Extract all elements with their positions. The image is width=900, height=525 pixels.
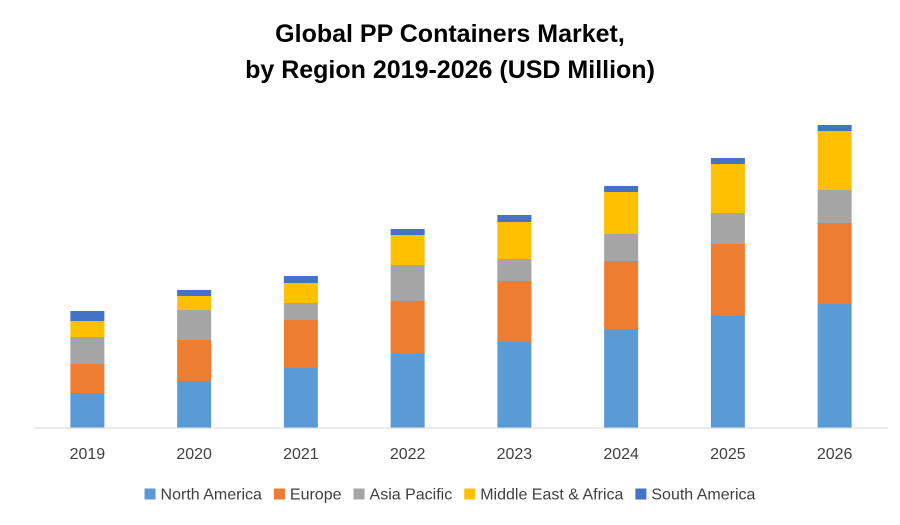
legend-swatch-middle-east-and-africa [464,488,476,500]
bar-2026-middle-east-and-africa [817,131,852,190]
x-tick-label-2019: 2019 [70,446,106,463]
bar-2020-north-america [177,381,212,428]
legend-swatch-asia-pacific [353,488,365,500]
legend-item-asia-pacific: Asia Pacific [353,487,453,504]
bar-2019-south-america [70,311,105,321]
bar-2020-south-america [177,290,212,296]
legend-item-south-america: South America [635,487,756,504]
bar-2023-middle-east-and-africa [497,222,532,259]
bar-2019-north-america [70,393,105,428]
bar-2024-asia-pacific [604,234,639,261]
legend: North America Europe Asia Pacific Middle Ea… [144,487,756,504]
x-tick-label-2026: 2026 [817,446,853,463]
x-tick-label-2023: 2023 [497,446,533,463]
bar-2022-north-america [390,354,425,428]
bars-layer [70,125,852,428]
bar-2023-asia-pacific [497,259,532,281]
bar-2022-middle-east-and-africa [390,235,425,265]
legend-label-south-america: South America [651,487,755,504]
bar-2019-asia-pacific [70,337,105,364]
bar-2019-middle-east-and-africa [70,321,105,337]
bar-2024-europe [604,261,639,329]
bar-2023-north-america [497,342,532,428]
legend-item-europe: Europe [273,487,342,504]
bar-2023-south-america [497,215,532,222]
bar-2021-north-america [283,368,318,428]
bar-2026-europe [817,223,852,304]
x-tick-label-2025: 2025 [710,446,746,463]
bar-2022-south-america [390,229,425,235]
bar-2025-south-america [710,158,745,164]
bar-2024-middle-east-and-africa [604,192,639,234]
bar-2021-middle-east-and-africa [283,283,318,303]
legend-swatch-south-america [635,488,647,500]
bar-2019-europe [70,364,105,393]
bar-2022-europe [390,301,425,354]
x-tick-label-2020: 2020 [176,446,212,463]
x-tick-label-2024: 2024 [603,446,639,463]
x-tick-labels: 2019 2020 2021 2022 2023 2024 2025 2026 [70,446,853,463]
bar-2026-asia-pacific [817,190,852,223]
bar-2024-south-america [604,186,639,192]
legend-swatch-europe [273,488,285,500]
chart-title-line-1: Global PP Containers Market, [275,20,625,48]
bar-2025-north-america [710,316,745,428]
legend-label-asia-pacific: Asia Pacific [370,487,453,504]
bar-2026-north-america [817,304,852,428]
x-tick-label-2021: 2021 [283,446,319,463]
bar-2021-europe [283,320,318,368]
legend-item-middle-east-and-africa: Middle East & Africa [464,487,623,504]
legend-label-europe: Europe [290,487,342,504]
bar-2025-asia-pacific [710,213,745,244]
chart-title-line-2: by Region 2019-2026 (USD Million) [245,56,655,84]
bar-2022-asia-pacific [390,265,425,301]
bar-2020-asia-pacific [177,310,212,340]
bar-2020-middle-east-and-africa [177,296,212,310]
bar-2025-middle-east-and-africa [710,164,745,213]
bar-2023-europe [497,281,532,342]
x-tick-label-2022: 2022 [390,446,426,463]
bar-2024-north-america [604,329,639,428]
legend-swatch-north-america [144,488,156,500]
legend-label-middle-east-and-africa: Middle East & Africa [480,487,623,504]
legend-item-north-america: North America [144,487,262,504]
bar-2026-south-america [817,125,852,131]
bar-2025-europe [710,244,745,316]
bar-2021-south-america [283,276,318,283]
bar-2020-europe [177,340,212,381]
bar-2021-asia-pacific [283,303,318,320]
legend-label-north-america: North America [161,487,262,504]
